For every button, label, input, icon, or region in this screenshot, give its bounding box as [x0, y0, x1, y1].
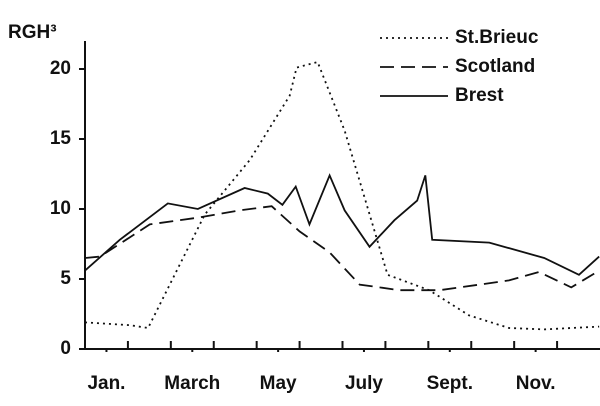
y-tick-label: 0	[60, 338, 71, 359]
legend-label: Scotland	[455, 56, 535, 77]
y-tick-label: 10	[50, 198, 71, 219]
legend-label: St.Brieuc	[455, 27, 539, 48]
legend-bg	[376, 27, 576, 49]
y-axis-label: RGH³	[8, 22, 57, 43]
x-tick-label: Sept.	[427, 373, 473, 394]
series-line	[84, 205, 600, 292]
x-tick-label: Nov.	[516, 373, 556, 394]
legend-bg	[376, 85, 576, 107]
x-tick-label: Jan.	[87, 373, 125, 394]
y-tick-label: 20	[50, 58, 71, 79]
x-tick-label: March	[164, 373, 220, 394]
series-line	[84, 173, 600, 276]
x-tick-label: July	[345, 373, 383, 394]
y-tick-label: 15	[50, 128, 72, 149]
y-tick-label: 5	[60, 268, 71, 289]
legend-label: Brest	[455, 85, 504, 106]
legend-bg	[376, 56, 576, 78]
x-tick-label: May	[260, 373, 297, 394]
